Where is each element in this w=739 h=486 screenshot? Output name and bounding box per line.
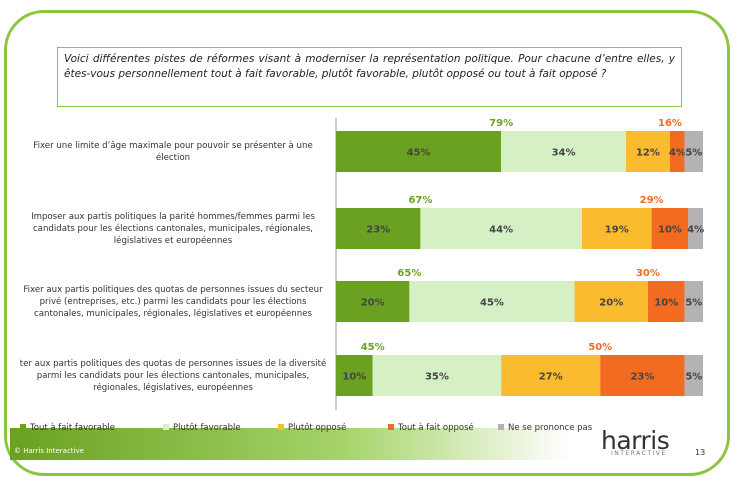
segment-label: 35%: [425, 372, 449, 383]
page-number: 13: [695, 448, 706, 457]
segment-label: 20%: [599, 298, 623, 309]
legend-label: Ne se prononce pas: [508, 423, 593, 433]
legend-swatch: [20, 424, 26, 430]
bar-segment: [684, 355, 703, 396]
bar-segment: [581, 208, 652, 249]
copyright: © Harris Interactive: [14, 447, 84, 455]
bar-segment: [409, 281, 575, 322]
bar-segment: [501, 131, 626, 172]
bar-segment: [625, 131, 670, 172]
segment-label: 10%: [658, 225, 682, 236]
bar-segment: [336, 131, 502, 172]
segment-label: 5%: [685, 298, 702, 309]
segment-label: 5%: [685, 372, 702, 383]
category-label: ter aux partis politiques des quotas de …: [19, 358, 327, 393]
category-label: Imposer aux partis politiques la parité …: [31, 211, 315, 246]
bar-segment: [372, 355, 502, 396]
bar-segment: [600, 355, 685, 396]
bar-segment: [501, 355, 601, 396]
total-label: 29%: [640, 195, 664, 206]
bar-segment: [684, 131, 703, 172]
total-label: 45%: [361, 342, 385, 353]
bar-segment: [688, 208, 703, 249]
segment-label: 19%: [605, 225, 629, 236]
segment-label: 10%: [342, 372, 366, 383]
segment-label: 27%: [539, 372, 563, 383]
total-label: 67%: [408, 195, 432, 206]
legend-label: Tout à fait opposé: [397, 422, 474, 433]
segment-label: 5%: [685, 148, 702, 159]
total-label: 79%: [489, 118, 513, 129]
segment-label: 23%: [630, 372, 654, 383]
total-label: 65%: [397, 268, 421, 279]
bar-segment: [336, 208, 421, 249]
segment-label: 4%: [687, 225, 704, 236]
segment-label: 10%: [654, 298, 678, 309]
legend-swatch: [498, 424, 504, 430]
legend-label: Tout à fait favorable: [29, 423, 115, 433]
segment-label: 45%: [480, 298, 504, 309]
segment-label: 45%: [407, 148, 431, 159]
total-label: 16%: [658, 118, 682, 129]
segment-label: 23%: [366, 225, 390, 236]
segment-label: 12%: [636, 148, 660, 159]
segment-label: 4%: [669, 148, 686, 159]
logo-subtitle: INTERACTIVE: [611, 450, 667, 457]
segment-label: 44%: [489, 225, 513, 236]
bar-segment: [684, 281, 703, 322]
segment-label: 20%: [361, 298, 385, 309]
total-label: 30%: [636, 268, 660, 279]
legend-label: Plutôt favorable: [173, 422, 241, 433]
question: Voici différentes pistes de réformes vis…: [57, 47, 682, 107]
slide-frame: [4, 10, 730, 476]
bar-segment: [669, 131, 685, 172]
bar-segment: [336, 355, 373, 396]
bar-segment: [647, 281, 685, 322]
total-label: 50%: [588, 342, 612, 353]
legend-label: Plutôt opposé: [288, 422, 346, 433]
legend-swatch: [278, 424, 284, 430]
legend-swatch: [388, 424, 394, 430]
bar-segment: [336, 281, 410, 322]
footer-band: [10, 428, 570, 460]
bar-segment: [420, 208, 582, 249]
bar-segment: [651, 208, 689, 249]
category-label: Fixer aux partis politiques des quotas d…: [23, 284, 323, 319]
segment-label: 34%: [552, 148, 576, 159]
category-label: Fixer une limite d’âge maximale pour pou…: [33, 140, 313, 163]
legend-swatch: [163, 424, 169, 430]
logo: harris: [601, 426, 670, 455]
bar-segment: [574, 281, 648, 322]
